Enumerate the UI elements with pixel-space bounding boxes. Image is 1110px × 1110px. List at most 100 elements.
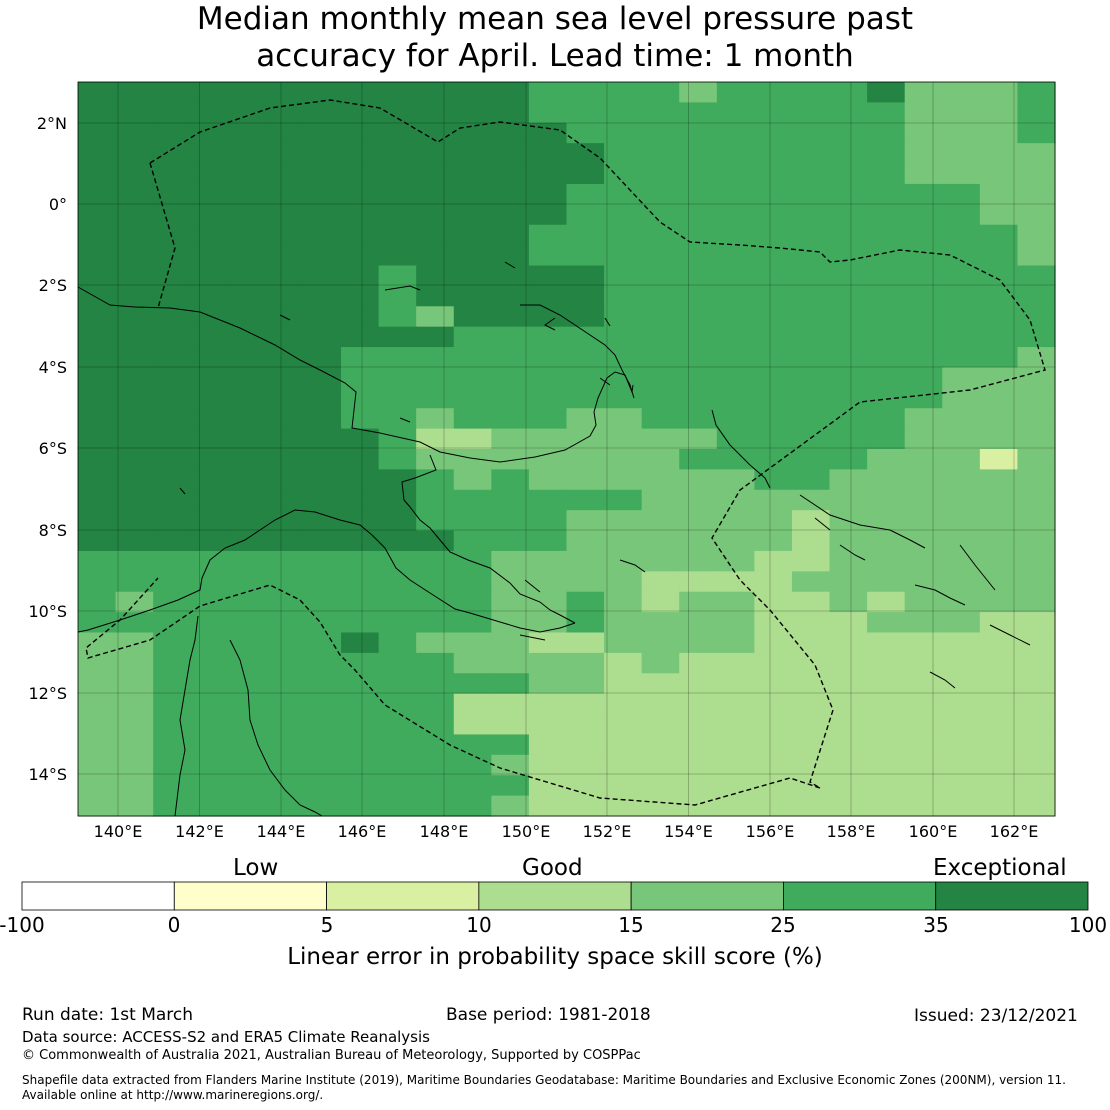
grid-cell <box>867 367 906 389</box>
grid-cell <box>453 183 492 205</box>
colorbar-tick: 0 <box>167 913 181 937</box>
grid-cell <box>867 673 906 695</box>
grid-cell <box>867 591 906 613</box>
grid-cell <box>904 795 943 817</box>
grid-cell <box>303 408 342 430</box>
grid-cell <box>604 693 643 715</box>
grid-cell <box>491 183 530 205</box>
grid-cell <box>979 469 1019 491</box>
grid-cell <box>754 285 793 307</box>
grid-cell <box>228 245 267 267</box>
grid-cell <box>566 183 605 205</box>
grid-cell <box>829 530 868 552</box>
grid-cell <box>641 673 680 695</box>
grid-cell <box>491 122 530 144</box>
grid-cell <box>867 530 906 552</box>
grid-cell <box>115 693 154 715</box>
grid-cell <box>153 306 192 328</box>
grid-cell <box>453 591 492 613</box>
grid-cell <box>716 632 755 654</box>
grid-cell <box>716 673 755 695</box>
grid-cell <box>228 673 267 695</box>
grid-cell <box>190 795 229 817</box>
grid-cell <box>190 102 229 124</box>
grid-cell <box>303 714 342 736</box>
grid-cell <box>867 754 906 776</box>
grid-cell <box>190 673 229 695</box>
grid-cell <box>78 510 117 532</box>
grid-cell <box>228 693 267 715</box>
grid-cell <box>265 489 305 511</box>
grid-cell <box>754 673 793 695</box>
grid-cell <box>641 347 680 369</box>
grid-cell <box>791 204 831 226</box>
grid-cell <box>1017 408 1056 430</box>
grid-cell <box>228 163 267 185</box>
grid-cell <box>942 265 981 287</box>
grid-cell <box>153 673 192 695</box>
grid-cell <box>604 82 643 103</box>
grid-cell <box>716 265 755 287</box>
grid-cell <box>491 489 530 511</box>
grid-cell <box>453 612 492 634</box>
grid-cell <box>1017 673 1056 695</box>
grid-cell <box>115 673 154 695</box>
grid-cell <box>904 693 943 715</box>
grid-cell <box>528 183 568 205</box>
grid-cell <box>566 550 605 572</box>
grid-cell <box>829 550 868 572</box>
grid-cell <box>604 245 643 267</box>
grid-cell <box>679 265 718 287</box>
grid-cell <box>566 326 605 348</box>
grid-cell <box>1017 530 1056 552</box>
grid-cell <box>115 122 154 144</box>
grid-cell <box>1017 245 1056 267</box>
grid-cell <box>716 408 755 430</box>
grid-cell <box>153 510 192 532</box>
grid-cell <box>716 326 755 348</box>
grid-cell <box>78 204 117 226</box>
grid-cell <box>754 612 793 634</box>
grid-cell <box>716 693 755 715</box>
grid-cell <box>979 693 1019 715</box>
grid-cell <box>453 326 492 348</box>
grid-cell <box>791 591 831 613</box>
grid-cell <box>491 469 530 491</box>
grid-cell <box>341 693 380 715</box>
grid-cell <box>1017 428 1056 450</box>
grid-cell <box>979 714 1019 736</box>
grid-cell <box>228 306 267 328</box>
grid-cell <box>1017 143 1056 165</box>
grid-cell <box>265 428 305 450</box>
lat-label: 14°S <box>28 765 67 784</box>
grid-cell <box>228 122 267 144</box>
grid-cell <box>791 326 831 348</box>
grid-cell <box>453 754 492 776</box>
grid-cell <box>679 449 718 470</box>
grid-cell <box>228 754 267 776</box>
grid-cell <box>829 326 868 348</box>
png-eez-boundary <box>85 99 1046 806</box>
grid-cell <box>604 754 643 776</box>
grid-cell <box>378 183 417 205</box>
grid-cell <box>942 754 981 776</box>
colorbar-tick: 5 <box>320 913 334 937</box>
grid-cell <box>566 122 605 144</box>
grid-cell <box>829 204 868 226</box>
lat-label: 2°S <box>38 276 67 295</box>
grid-cell <box>754 122 793 144</box>
grid-cell <box>378 673 417 695</box>
grid-cell <box>453 510 492 532</box>
grid-cell <box>791 449 831 470</box>
grid-cell <box>942 347 981 369</box>
grid-cell <box>115 734 154 756</box>
grid-cell <box>265 795 305 817</box>
grid-cell <box>416 591 455 613</box>
grid-cell <box>566 408 605 430</box>
grid-cell <box>979 265 1019 287</box>
grid-cell <box>904 469 943 491</box>
grid-cell <box>378 347 417 369</box>
grid-cell <box>378 714 417 736</box>
grid-cell <box>341 367 380 389</box>
grid-cell <box>942 469 981 491</box>
